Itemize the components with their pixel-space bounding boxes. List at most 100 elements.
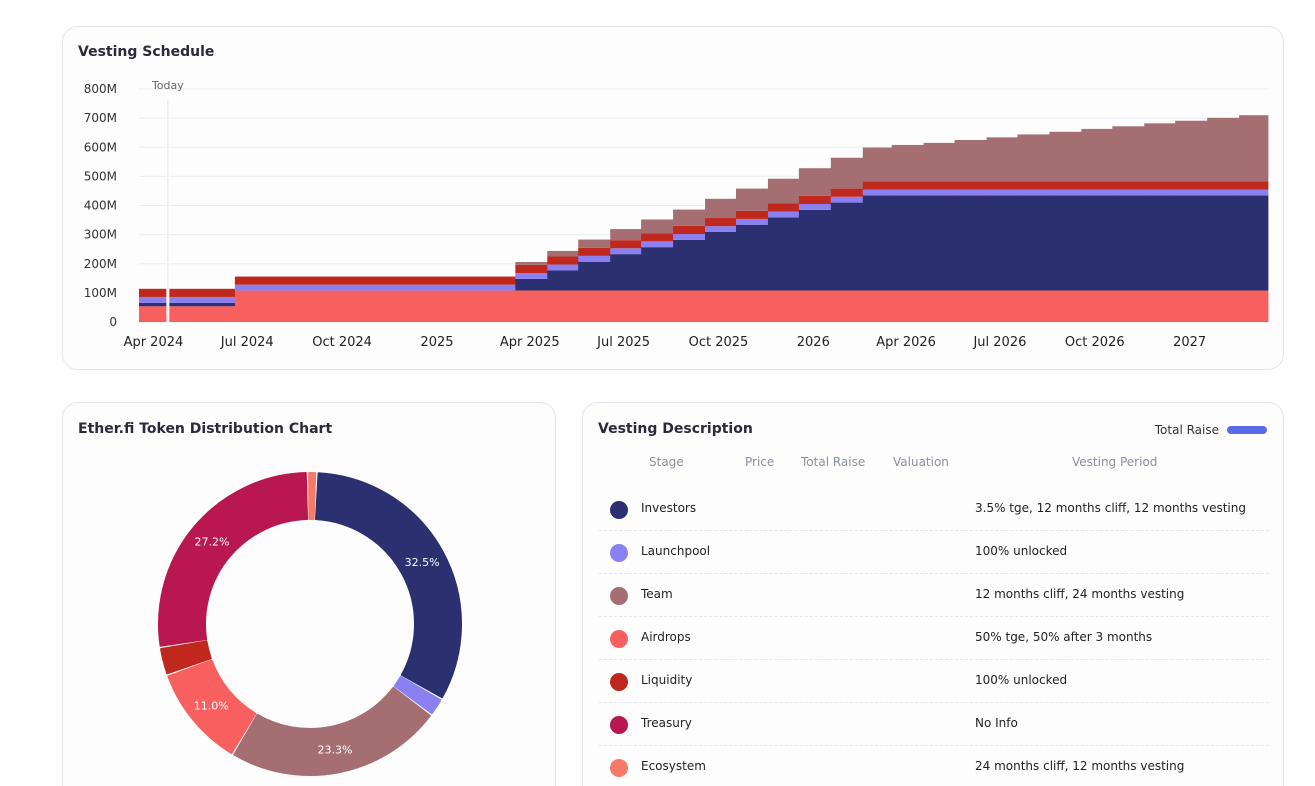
area-step-launchpool [234, 284, 516, 291]
area-step-investors [830, 202, 864, 291]
area-step-liquidity [578, 247, 611, 256]
x-tick-label: Apr 2026 [876, 335, 936, 350]
y-tick-label: 400M [84, 199, 117, 213]
area-step-airdrops [923, 290, 955, 322]
vesting-description-card: Vesting Description Total Raise Stage Pr… [582, 402, 1284, 786]
vesting-schedule-title: Vesting Schedule [78, 44, 215, 60]
area-step-airdrops [1081, 290, 1113, 322]
area-step-investors [1175, 195, 1208, 291]
vesting-period: 50% tge, 50% after 3 months [975, 630, 1153, 644]
table-row: Ecosystem 24 months cliff, 12 months ves… [599, 746, 1269, 786]
area-step-liquidity [705, 218, 737, 227]
x-tick-label: Apr 2025 [500, 335, 560, 350]
distribution-card: Ether.fi Token Distribution Chart 32.5% 2… [62, 402, 556, 786]
area-step-airdrops [767, 290, 800, 322]
area-step-liquidity [1207, 181, 1240, 190]
area-step-liquidity [891, 181, 925, 190]
vesting-period: 100% unlocked [975, 544, 1068, 558]
area-step-investors [515, 278, 548, 291]
table-row: Investors 3.5% tge, 12 months cliff, 12 … [599, 488, 1269, 531]
total-raise-legend-swatch [1227, 426, 1267, 434]
area-step-airdrops [234, 290, 516, 322]
area-step-investors [986, 195, 1018, 291]
area-step-team [923, 142, 955, 182]
area-step-liquidity [923, 181, 955, 190]
area-step-launchpool [735, 218, 769, 225]
total-raise-legend[interactable]: Total Raise [1155, 423, 1267, 437]
stage-color-dot [610, 501, 628, 519]
area-step-team [986, 137, 1018, 182]
donut-slice-investors [314, 472, 462, 699]
stage-color-dot [610, 544, 628, 562]
y-tick-label: 800M [84, 82, 117, 96]
area-step-liquidity [735, 210, 769, 219]
area-step-team [798, 168, 832, 196]
y-tick-label: 200M [84, 257, 117, 271]
area-step-airdrops [954, 290, 987, 322]
area-step-team [891, 144, 925, 182]
area-step-airdrops [862, 290, 893, 322]
area-step-team [1081, 128, 1113, 182]
area-step-airdrops [798, 290, 832, 322]
area-step-airdrops [578, 290, 611, 322]
area-step-liquidity [547, 256, 579, 265]
stage-name: Ecosystem [641, 759, 706, 773]
vesting-period: 100% unlocked [975, 673, 1068, 687]
area-step-investors [862, 195, 893, 291]
x-tick-label: Oct 2025 [689, 335, 749, 350]
area-step-investors [547, 270, 579, 291]
area-step-investors [1049, 195, 1082, 291]
stage-color-dot [610, 587, 628, 605]
stage-name: Treasury [641, 716, 692, 730]
area-step-team [705, 198, 737, 219]
x-tick-label: 2027 [1173, 335, 1206, 350]
area-step-investors [767, 217, 800, 291]
vesting-period: 12 months cliff, 24 months vesting [975, 587, 1185, 601]
vesting-period: 24 months cliff, 12 months vesting [975, 759, 1185, 773]
stage-color-dot [610, 759, 628, 777]
y-tick-label: 300M [84, 228, 117, 242]
area-step-launchpool [954, 189, 987, 196]
header-valuation: Valuation [893, 455, 949, 469]
area-step-launchpool [578, 255, 611, 262]
donut-slice-label: 11.0% [194, 699, 229, 712]
y-tick-label: 500M [84, 169, 117, 183]
area-step-airdrops [1144, 290, 1176, 322]
area-step-investors [1112, 195, 1145, 291]
area-step-team [954, 139, 987, 182]
area-step-liquidity [767, 203, 800, 212]
donut-slice-airdrops [167, 659, 257, 754]
area-step-investors [1017, 195, 1050, 291]
area-step-investors [1081, 195, 1113, 291]
stage-name: Liquidity [641, 673, 693, 687]
area-step-investors [798, 209, 832, 291]
area-step-team [547, 250, 579, 257]
header-price: Price [745, 455, 775, 469]
area-step-airdrops [139, 306, 236, 322]
area-step-launchpool [862, 189, 893, 196]
vesting-schedule-card: Vesting Schedule 0 100M 200M 300M 400M 500M 60… [62, 26, 1284, 370]
area-step-airdrops [1049, 290, 1082, 322]
table-row: Treasury No Info [599, 703, 1269, 746]
area-step-launchpool [767, 211, 800, 218]
area-step-launchpool [673, 234, 706, 240]
area-step-launchpool [1239, 189, 1269, 196]
today-label: Today [151, 79, 184, 92]
area-step-launchpool [610, 248, 642, 255]
area-step-launchpool [891, 189, 925, 196]
area-step-team [735, 188, 769, 211]
area-step-team [862, 147, 893, 182]
area-step-liquidity [673, 225, 706, 235]
area-step-launchpool [1081, 189, 1113, 196]
area-step-airdrops [1017, 290, 1050, 322]
area-step-airdrops [891, 290, 925, 322]
area-step-launchpool [1112, 189, 1145, 196]
area-step-launchpool [641, 241, 674, 248]
area-step-investors [891, 195, 925, 291]
donut-slice-ecosystem [308, 472, 317, 521]
area-step-team [1239, 115, 1269, 182]
x-tick-label: Apr 2024 [124, 335, 184, 350]
area-step-liquidity [139, 288, 236, 297]
area-step-investors [610, 254, 642, 291]
x-tick-label: Oct 2026 [1065, 335, 1125, 350]
